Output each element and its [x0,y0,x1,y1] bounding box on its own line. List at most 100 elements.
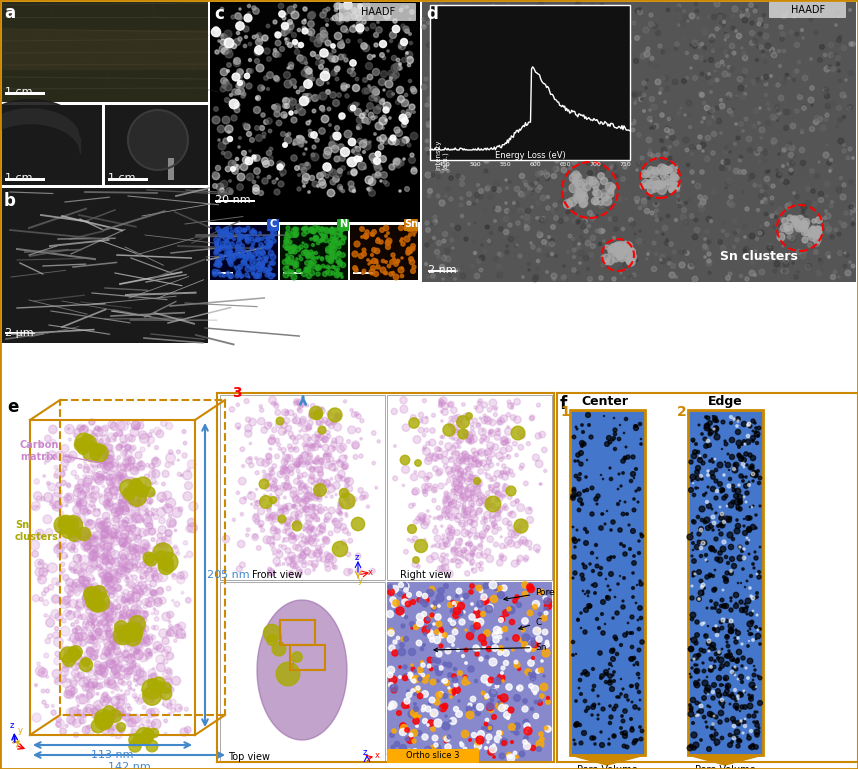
Circle shape [270,484,278,491]
Circle shape [650,96,655,102]
Circle shape [292,494,299,501]
Circle shape [433,744,441,752]
Circle shape [494,735,502,743]
Circle shape [132,552,140,561]
Circle shape [74,570,77,574]
Circle shape [450,82,456,88]
Circle shape [113,516,120,523]
Circle shape [466,543,468,546]
Circle shape [105,584,111,590]
Circle shape [432,173,435,177]
Circle shape [100,594,101,596]
Circle shape [82,657,90,666]
Circle shape [321,265,324,268]
Circle shape [438,120,441,122]
Circle shape [74,534,82,542]
Circle shape [456,648,460,651]
Circle shape [609,589,611,591]
Circle shape [651,168,659,175]
Circle shape [738,500,742,504]
Circle shape [829,170,831,172]
Circle shape [736,33,741,38]
Circle shape [463,593,468,599]
Circle shape [407,706,409,708]
Circle shape [510,75,512,77]
Circle shape [140,562,146,568]
Circle shape [102,425,109,431]
Circle shape [272,428,277,433]
Circle shape [655,201,657,205]
Circle shape [394,444,396,448]
Circle shape [480,434,486,441]
Circle shape [244,230,246,232]
Circle shape [479,188,483,193]
Circle shape [711,508,713,510]
Circle shape [400,455,410,464]
Circle shape [725,661,729,667]
Circle shape [401,624,405,628]
Circle shape [462,494,468,500]
Circle shape [225,239,229,243]
Circle shape [173,639,177,642]
Circle shape [220,188,224,192]
Circle shape [439,666,443,670]
Circle shape [770,214,774,218]
Circle shape [439,644,443,648]
Circle shape [708,650,710,652]
Circle shape [613,246,618,251]
Circle shape [145,513,148,516]
Circle shape [517,555,523,561]
Circle shape [638,162,640,164]
Bar [570,410,645,755]
Circle shape [111,645,116,650]
Circle shape [264,259,268,263]
Circle shape [448,62,452,67]
Circle shape [246,528,250,531]
Circle shape [580,197,584,201]
Circle shape [336,546,339,549]
Circle shape [538,589,544,595]
Circle shape [47,634,52,639]
Circle shape [722,488,725,491]
Circle shape [421,484,429,491]
Circle shape [313,466,319,472]
Circle shape [358,4,362,8]
Circle shape [296,464,299,468]
Circle shape [736,744,740,748]
Circle shape [438,604,440,608]
Circle shape [628,127,631,129]
Circle shape [121,441,127,448]
Circle shape [153,573,162,582]
Circle shape [614,21,620,27]
Circle shape [851,265,855,268]
Circle shape [114,731,122,739]
Circle shape [280,168,287,175]
Circle shape [815,117,821,123]
Circle shape [778,65,782,68]
Circle shape [302,228,305,230]
Circle shape [422,25,426,29]
Circle shape [539,667,543,673]
Circle shape [422,677,428,683]
Circle shape [251,270,255,274]
Circle shape [674,48,678,51]
Circle shape [316,228,320,232]
Circle shape [93,714,99,720]
Circle shape [758,32,762,36]
Circle shape [631,93,636,97]
Circle shape [347,500,351,504]
Circle shape [166,518,177,528]
Circle shape [537,628,541,631]
Circle shape [736,736,738,738]
Circle shape [75,484,79,489]
Circle shape [749,697,753,701]
Circle shape [498,428,500,431]
Circle shape [633,705,637,709]
Circle shape [96,593,101,598]
Circle shape [622,28,625,32]
Circle shape [716,195,721,201]
Circle shape [66,495,71,501]
Circle shape [709,657,713,661]
Circle shape [123,541,130,549]
Circle shape [735,524,740,528]
